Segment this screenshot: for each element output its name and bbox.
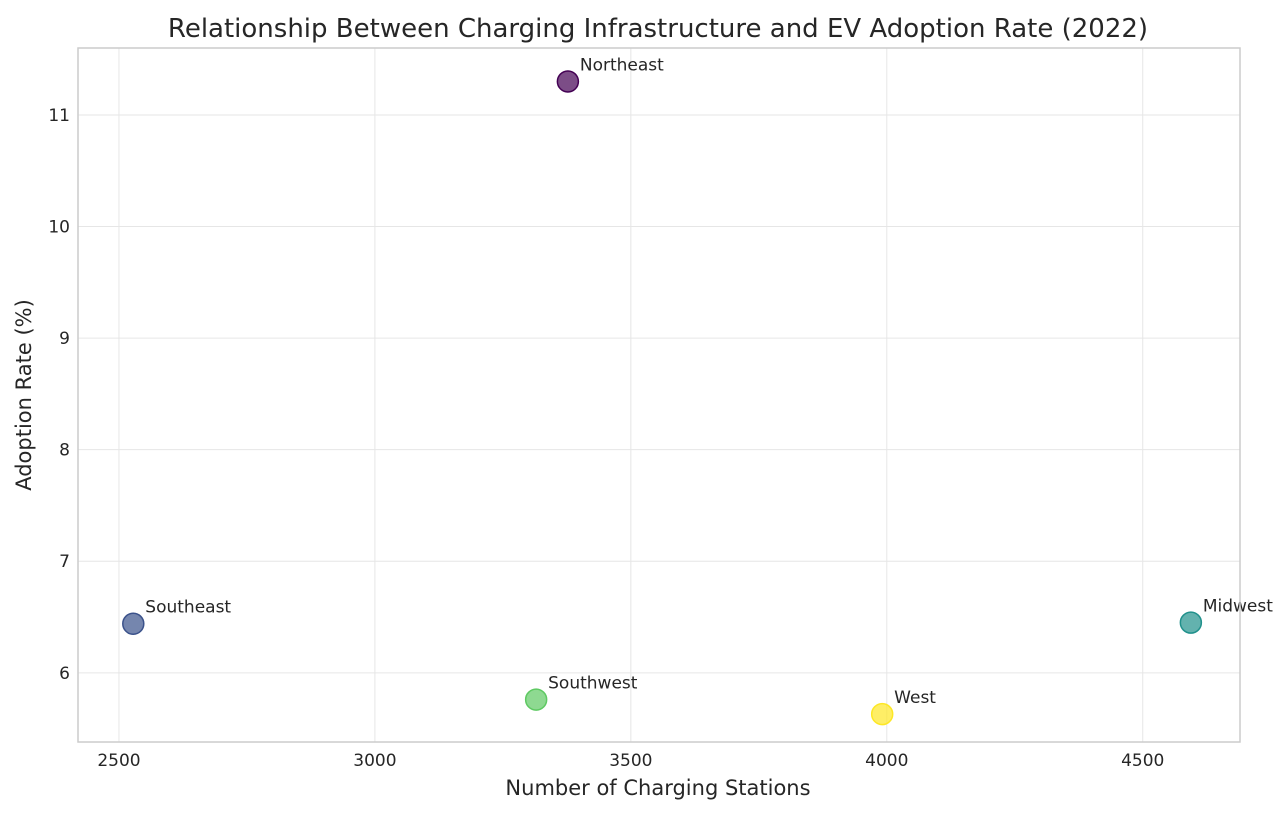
y-axis-ticks: 6 7 8 9 10 11 [48,106,70,684]
data-point [122,612,145,635]
y-axis-label: Adoption Rate (%) [12,299,36,491]
x-tick-label: 3500 [609,751,652,771]
y-tick-label: 8 [59,441,70,461]
grid [78,48,1240,742]
y-tick-label: 6 [59,664,70,684]
x-tick-label: 3000 [353,751,396,771]
y-tick-label: 11 [48,106,70,126]
data-point [524,688,548,711]
x-tick-label: 4500 [1121,751,1164,771]
data-point-label: Northeast [580,55,664,75]
x-axis-label: Number of Charging Stations [505,776,810,800]
x-tick-label: 4000 [865,751,908,771]
data-point-label: West [894,688,936,708]
data-point-label: Southwest [548,674,638,694]
data-point [870,702,894,726]
y-tick-label: 9 [59,329,70,349]
y-tick-label: 7 [59,552,70,572]
y-tick-label: 10 [48,218,70,238]
data-points: Northeast Southeast Midwest Southwest West [122,55,1273,726]
x-axis-ticks: 2500 3000 3500 4000 4500 [97,751,1164,771]
data-point [1179,611,1203,634]
x-tick-label: 2500 [97,751,140,771]
plot-frame [77,47,1241,743]
data-point-label: Midwest [1203,597,1273,617]
data-point-label: Southeast [145,598,231,618]
chart-title: Relationship Between Charging Infrastruc… [168,14,1148,44]
data-point [556,70,580,93]
